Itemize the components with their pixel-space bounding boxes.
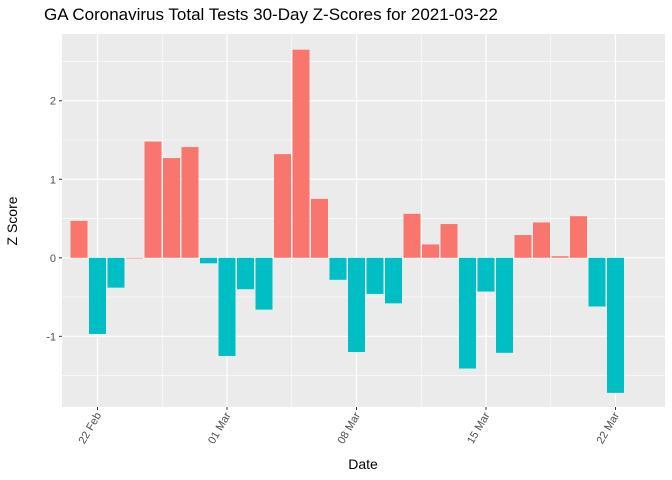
bar (477, 257, 495, 292)
bar (292, 49, 310, 258)
bar (89, 257, 106, 334)
bar (126, 257, 143, 259)
chart-title: GA Coronavirus Total Tests 30-Day Z-Scor… (44, 5, 498, 24)
bar (274, 154, 291, 258)
bar (255, 257, 273, 310)
bar (70, 220, 88, 258)
bar (496, 257, 513, 353)
bar (163, 158, 180, 258)
x-tick-label: 22 Mar (595, 410, 623, 446)
y-tick-label: -1 (46, 331, 56, 343)
x-axis-title: Date (348, 456, 378, 472)
bar (311, 198, 328, 258)
bar (200, 257, 217, 264)
bar (588, 257, 606, 307)
y-tick-label: 0 (50, 253, 56, 265)
x-tick-label: 08 Mar (336, 410, 364, 446)
bar (403, 213, 421, 258)
bar (348, 257, 365, 353)
bar (237, 257, 254, 290)
bar (366, 257, 384, 294)
bar (551, 256, 569, 258)
bar (144, 141, 162, 258)
bar (329, 257, 347, 280)
x-tick-label: 22 Feb (77, 411, 105, 447)
y-axis-title: Z Score (4, 196, 20, 245)
bar (107, 257, 125, 288)
x-tick-label: 01 Mar (206, 410, 234, 446)
bar (440, 224, 458, 258)
y-tick-label: 2 (50, 96, 56, 108)
bar (218, 257, 236, 356)
bar (385, 257, 402, 304)
bar (607, 257, 624, 393)
y-tick-label: 1 (50, 174, 56, 186)
bars (70, 49, 624, 393)
bar (533, 222, 550, 258)
bar (514, 235, 532, 258)
bar (181, 147, 199, 258)
bar (459, 257, 476, 369)
x-tick-label: 15 Mar (465, 410, 493, 446)
bar (422, 244, 439, 258)
bar (570, 216, 587, 258)
